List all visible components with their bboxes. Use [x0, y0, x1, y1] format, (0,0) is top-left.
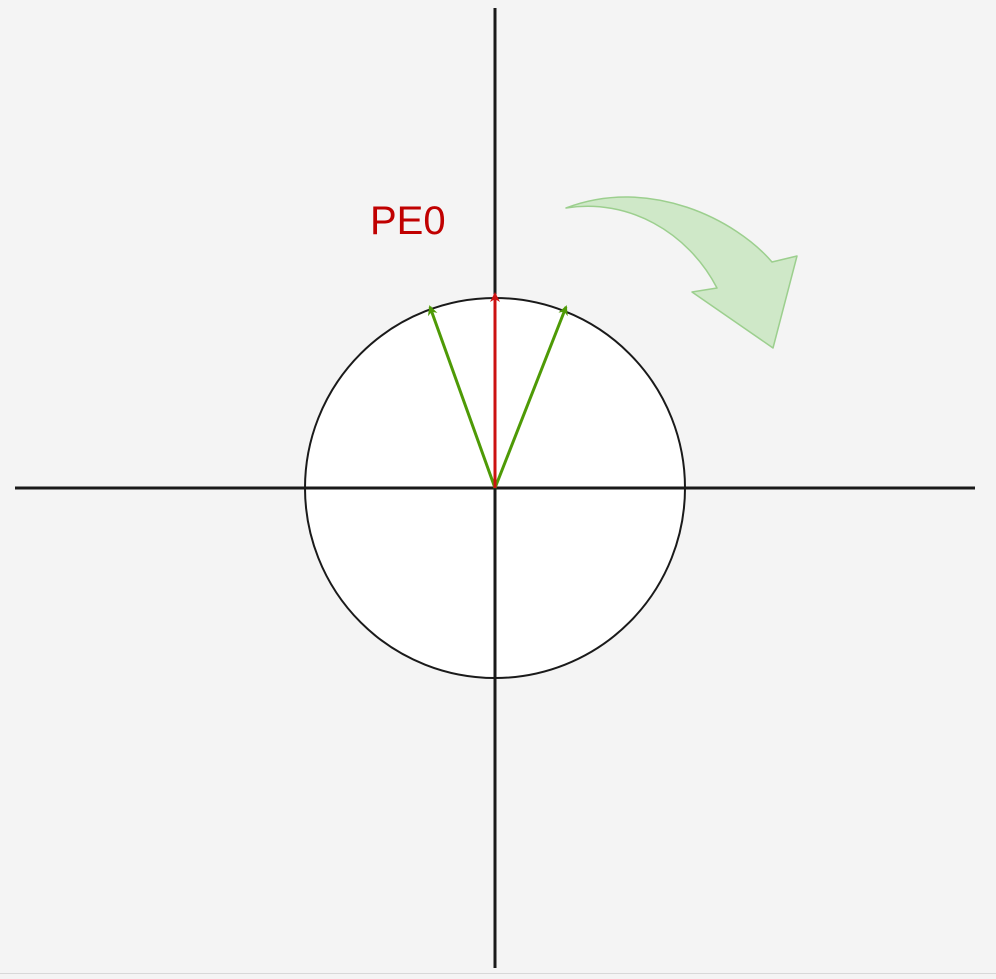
- pe0-label: PE0: [370, 199, 446, 243]
- left-green-vector: [427, 305, 497, 489]
- rotation-arrow-icon: [565, 196, 798, 349]
- right-green-vector: [493, 305, 568, 489]
